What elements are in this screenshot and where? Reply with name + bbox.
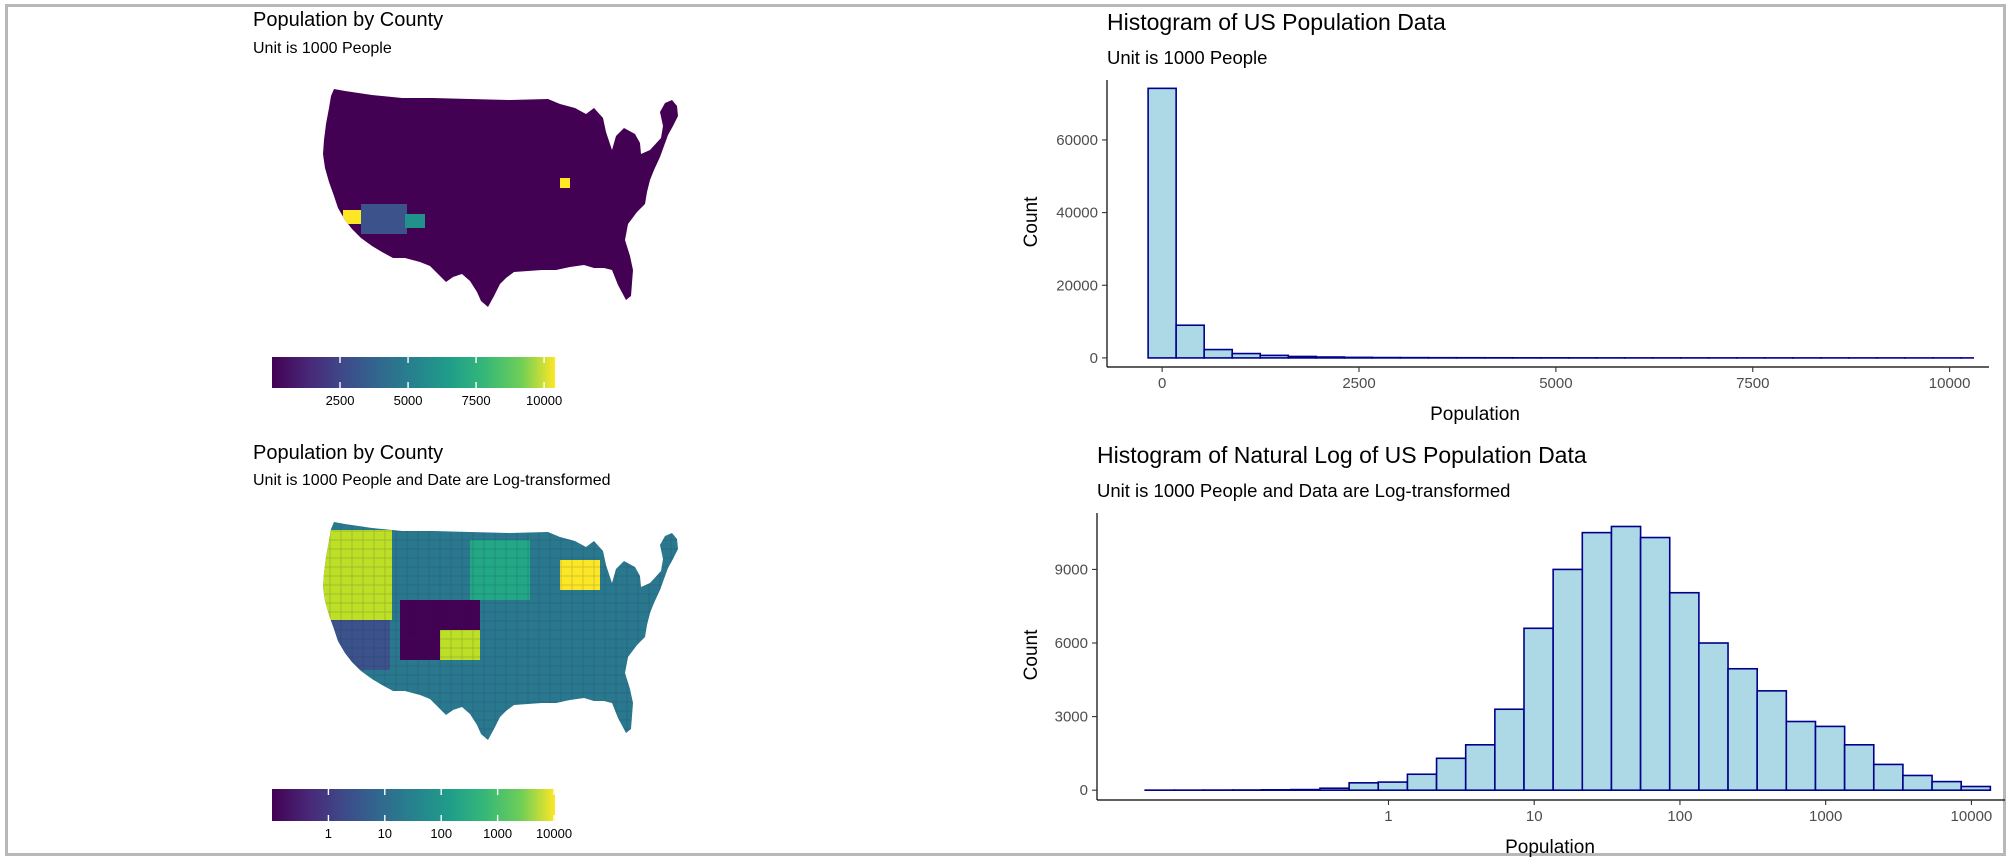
histogram-bar bbox=[1756, 690, 1788, 791]
figure-frame bbox=[5, 4, 2006, 856]
x-tick-label: 1 bbox=[1384, 808, 1392, 825]
histogram-bar bbox=[1610, 525, 1642, 791]
county-cook bbox=[560, 178, 570, 188]
histogram-linear-panel: Histogram of US Population Data Unit is … bbox=[1021, 9, 1989, 425]
colorbar-tick-label: 10 bbox=[378, 826, 392, 841]
histogram-bar bbox=[1348, 782, 1380, 791]
x-tick-label: 7500 bbox=[1736, 375, 1769, 392]
colorbar-tick-label: 2500 bbox=[326, 393, 355, 408]
x-tick-label: 10 bbox=[1526, 808, 1543, 825]
y-tick-label: 9000 bbox=[1055, 561, 1088, 578]
colorbar-gradient bbox=[272, 357, 555, 388]
colorbar-tick-label: 7500 bbox=[462, 393, 491, 408]
histogram-bar bbox=[1668, 591, 1700, 791]
hist2-y-axis-label: Count bbox=[1021, 629, 1042, 680]
histogram-bar bbox=[1343, 356, 1374, 359]
histogram-bar bbox=[1494, 708, 1525, 791]
us-county-map-log bbox=[323, 522, 678, 740]
histogram-linear: 0 20000 40000 60000 0 2500 5000 7500 10000 bbox=[1056, 80, 1989, 392]
y-tick-label: 20000 bbox=[1056, 277, 1098, 294]
y-tick-label: 0 bbox=[1090, 350, 1098, 367]
histogram-bar bbox=[1902, 774, 1933, 791]
map1-subtitle: Unit is 1000 People bbox=[253, 40, 392, 57]
us-county-map-linear bbox=[323, 89, 678, 307]
y-tick-label: 6000 bbox=[1055, 635, 1088, 652]
x-tick-label: 10000 bbox=[1951, 808, 1993, 825]
histogram-bar bbox=[1814, 725, 1846, 791]
colorbar-gradient bbox=[272, 789, 555, 821]
y-tick-label: 3000 bbox=[1055, 709, 1088, 726]
hist1-subtitle: Unit is 1000 People bbox=[1107, 47, 1267, 68]
x-tick-label: 1000 bbox=[1809, 808, 1842, 825]
county-highlights bbox=[343, 178, 570, 234]
histogram-bar bbox=[1639, 536, 1671, 791]
y-tick-label: 60000 bbox=[1056, 132, 1098, 149]
x-tick-label: 2500 bbox=[1342, 375, 1375, 392]
histogram-bar bbox=[1581, 531, 1613, 791]
histogram-bar bbox=[1290, 788, 1321, 791]
map1-title: Population by County bbox=[253, 9, 443, 31]
county-san-bernardino bbox=[361, 204, 407, 234]
histogram-bar bbox=[1203, 348, 1234, 359]
histogram-log: 0 3000 6000 9000 1 10 100 1000 10000 bbox=[1055, 513, 2005, 825]
hist1-x-axis-label: Population bbox=[1430, 404, 1520, 425]
hist2-x-axis-label: Population bbox=[1505, 837, 1595, 858]
x-tick-label: 0 bbox=[1158, 375, 1166, 392]
histogram-bar bbox=[1552, 568, 1584, 791]
histogram-bar bbox=[1698, 642, 1729, 791]
map2-subtitle: Unit is 1000 People and Date are Log-tra… bbox=[253, 472, 611, 489]
colorbar-tick-label: 1 bbox=[325, 826, 332, 841]
hist1-y-axis-label: Count bbox=[1021, 196, 1042, 247]
county-maricopa bbox=[405, 214, 425, 228]
histogram-bar bbox=[1259, 354, 1290, 359]
histogram-bar bbox=[1931, 780, 1963, 791]
county-los-angeles bbox=[343, 210, 361, 224]
histogram-bar bbox=[1315, 356, 1346, 359]
map-panel-linear: Population by County Unit is 1000 People… bbox=[253, 9, 678, 408]
histogram-bar bbox=[1960, 785, 1992, 791]
colorbar-ticks: 2500 5000 7500 10000 bbox=[326, 357, 562, 408]
histogram-log-panel: Histogram of Natural Log of US Populatio… bbox=[1021, 442, 2005, 858]
y-tick-label: 0 bbox=[1080, 782, 1088, 799]
histogram-bar bbox=[1523, 627, 1554, 791]
histogram-bar bbox=[1406, 773, 1438, 791]
histogram-bar bbox=[1727, 667, 1758, 791]
y-tick-label: 40000 bbox=[1056, 205, 1098, 222]
colorbar-tick-label: 1000 bbox=[483, 826, 512, 841]
colorbar-linear: 2500 5000 7500 10000 bbox=[272, 357, 562, 408]
histogram-bar bbox=[1319, 787, 1350, 791]
histogram-bar bbox=[1435, 757, 1467, 791]
histogram-bar bbox=[1843, 744, 1875, 791]
x-tick-label: 100 bbox=[1667, 808, 1692, 825]
map2-title: Population by County bbox=[253, 442, 443, 464]
histogram-bar bbox=[1377, 781, 1409, 791]
histogram-bar bbox=[1147, 87, 1177, 359]
hist2-title: Histogram of Natural Log of US Populatio… bbox=[1097, 442, 1587, 468]
histogram-bar bbox=[1872, 763, 1904, 791]
map-panel-log: Population by County Unit is 1000 People… bbox=[253, 442, 678, 841]
histogram-bar bbox=[1175, 324, 1205, 359]
x-tick-label: 5000 bbox=[1539, 375, 1572, 392]
county-boundaries bbox=[323, 89, 678, 307]
hist1-title: Histogram of US Population Data bbox=[1107, 9, 1446, 35]
colorbar-log: 1 10 100 1000 10000 bbox=[272, 789, 572, 841]
histogram-bar bbox=[1785, 720, 1817, 791]
histogram-bar bbox=[1231, 352, 1262, 359]
hist2-subtitle: Unit is 1000 People and Data are Log-tra… bbox=[1097, 480, 1510, 501]
colorbar-tick-label: 100 bbox=[430, 826, 452, 841]
x-tick-label: 10000 bbox=[1929, 375, 1971, 392]
colorbar-tick-label: 10000 bbox=[526, 393, 562, 408]
county-boundaries bbox=[323, 522, 678, 740]
histogram-bar bbox=[1464, 744, 1496, 791]
colorbar-ticks: 1 10 100 1000 10000 bbox=[325, 789, 572, 841]
histogram-bar bbox=[1287, 355, 1318, 359]
colorbar-tick-label: 5000 bbox=[394, 393, 423, 408]
colorbar-tick-label: 10000 bbox=[536, 826, 572, 841]
